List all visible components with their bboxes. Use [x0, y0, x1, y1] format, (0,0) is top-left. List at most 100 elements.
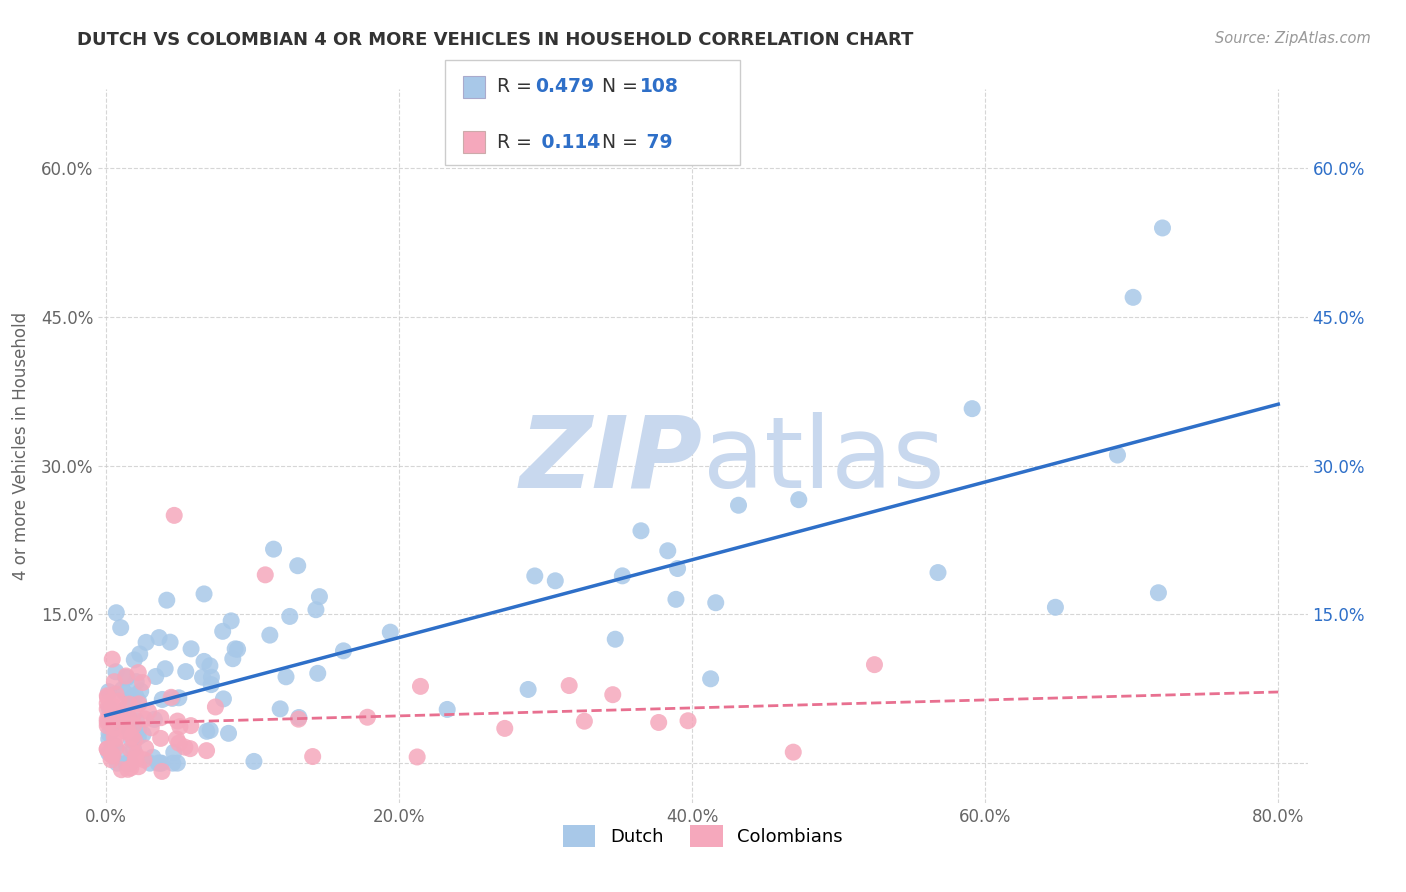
Point: [630, 524, 652, 538]
Point: [204, 700, 226, 714]
Point: [1122, 290, 1144, 304]
Point: [101, 652, 124, 666]
Point: [128, 760, 150, 774]
Point: [104, 665, 127, 679]
Point: [121, 691, 143, 706]
Point: [122, 718, 145, 732]
Point: [132, 753, 155, 767]
Point: [224, 641, 246, 656]
Point: [117, 708, 139, 723]
Point: [287, 712, 309, 726]
Point: [115, 701, 138, 715]
Text: ZIP: ZIP: [520, 412, 703, 508]
Point: [96, 742, 118, 756]
Point: [163, 508, 186, 523]
Point: [108, 746, 131, 760]
Point: [135, 635, 157, 649]
Point: [356, 710, 378, 724]
Point: [101, 723, 124, 738]
Point: [558, 679, 581, 693]
Point: [122, 708, 145, 723]
Point: [127, 730, 149, 744]
Point: [657, 543, 679, 558]
Point: [100, 714, 122, 728]
Point: [612, 569, 634, 583]
Point: [143, 713, 166, 727]
Point: [307, 666, 329, 681]
Point: [118, 756, 141, 771]
Point: [121, 730, 143, 744]
Point: [105, 756, 128, 771]
Point: [259, 628, 281, 642]
Point: [111, 682, 134, 697]
Point: [114, 686, 136, 700]
Point: [647, 715, 669, 730]
Point: [117, 722, 139, 736]
Point: [200, 670, 222, 684]
Point: [254, 567, 277, 582]
Point: [274, 670, 297, 684]
Point: [156, 593, 179, 607]
Point: [127, 723, 149, 737]
Point: [198, 723, 221, 738]
Point: [198, 658, 221, 673]
Point: [101, 748, 124, 763]
Point: [605, 632, 627, 647]
Point: [665, 592, 688, 607]
Text: N =: N =: [602, 78, 644, 96]
Text: R =: R =: [496, 133, 538, 152]
FancyBboxPatch shape: [463, 76, 485, 98]
Text: R =: R =: [496, 78, 538, 96]
Point: [380, 625, 402, 640]
Point: [132, 727, 155, 741]
Point: [406, 750, 429, 764]
Point: [103, 674, 125, 689]
Point: [163, 745, 186, 759]
Point: [409, 679, 432, 693]
Point: [666, 561, 689, 575]
Point: [494, 722, 516, 736]
Point: [96, 712, 118, 726]
Point: [153, 662, 176, 676]
Point: [863, 657, 886, 672]
Point: [125, 751, 148, 765]
Point: [141, 721, 163, 735]
Point: [115, 724, 138, 739]
Point: [1152, 221, 1174, 235]
Text: DUTCH VS COLOMBIAN 4 OR MORE VEHICLES IN HOUSEHOLD CORRELATION CHART: DUTCH VS COLOMBIAN 4 OR MORE VEHICLES IN…: [77, 31, 914, 49]
Point: [301, 749, 323, 764]
Point: [149, 731, 172, 746]
Point: [117, 762, 139, 776]
Point: [96, 689, 118, 703]
Point: [124, 733, 146, 747]
Point: [288, 710, 311, 724]
Point: [124, 753, 146, 767]
Point: [121, 724, 143, 739]
Text: 0.479: 0.479: [536, 78, 595, 96]
Point: [162, 756, 184, 771]
Point: [135, 741, 157, 756]
Point: [173, 740, 195, 755]
Point: [162, 691, 184, 706]
Point: [676, 714, 699, 728]
Point: [96, 742, 118, 756]
Point: [108, 694, 131, 708]
Text: Source: ZipAtlas.com: Source: ZipAtlas.com: [1215, 31, 1371, 46]
Point: [101, 701, 124, 715]
Point: [120, 761, 142, 775]
Point: [105, 606, 128, 620]
Point: [787, 492, 810, 507]
Point: [101, 714, 124, 729]
Point: [115, 756, 138, 771]
Point: [167, 690, 190, 705]
Point: [243, 755, 266, 769]
Point: [110, 763, 132, 777]
Point: [122, 741, 145, 756]
Point: [263, 542, 285, 557]
Point: [167, 736, 190, 750]
Point: [145, 669, 167, 683]
Y-axis label: 4 or more Vehicles in Household: 4 or more Vehicles in Household: [11, 312, 30, 580]
Point: [180, 641, 202, 656]
Point: [269, 702, 291, 716]
Point: [287, 558, 309, 573]
